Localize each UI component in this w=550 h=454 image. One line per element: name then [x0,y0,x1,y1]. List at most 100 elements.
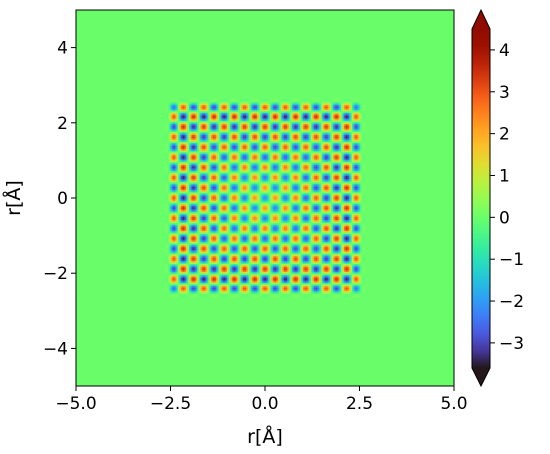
heatmap-cell [176,117,179,120]
heatmap-cell [288,117,291,120]
heatmap-cell [193,149,196,152]
heatmap-cell [279,108,282,111]
heatmap-cell [238,127,240,130]
heatmap-cell [252,139,255,142]
heatmap-cell [345,108,348,111]
heatmap-cell [260,147,263,150]
heatmap-cell [339,105,342,107]
heatmap-cell [326,119,329,122]
heatmap-cell [179,120,182,123]
heatmap-cell [302,144,305,147]
heatmap-cell [350,108,353,111]
heatmap-cell [336,122,339,125]
heatmap-cell [176,114,179,117]
heatmap-cell [220,136,223,139]
heatmap-cell [170,133,172,136]
heatmap-cell [214,135,217,137]
heatmap-cell [268,103,270,106]
heatmap-cell [325,120,327,123]
heatmap-cell [246,139,248,142]
heatmap-cell [295,106,297,109]
heatmap-cell [242,138,245,141]
heatmap-cell [173,147,176,150]
heatmap-cell [301,127,304,130]
heatmap-cell [342,135,345,137]
heatmap-cell [203,116,206,118]
heatmap-cell [234,163,237,166]
heatmap-cell [345,127,348,130]
heatmap-cell [260,124,263,126]
heatmap-cell [185,103,188,106]
heatmap-cell [239,125,242,128]
heatmap-cell [282,142,285,145]
heatmap-cell [220,157,223,159]
heatmap-cell [345,111,348,114]
heatmap-cell [258,119,261,122]
heatmap-cell [287,122,289,125]
heatmap-cell [301,149,304,152]
heatmap-cell [287,114,289,117]
heatmap-cell [203,149,206,152]
heatmap-cell [239,152,242,155]
heatmap-cell [242,128,245,131]
heatmap-cell [206,138,209,141]
heatmap-cell [314,113,316,115]
heatmap-cell [233,98,236,101]
heatmap-cell [358,113,361,115]
heatmap-cell [222,135,225,137]
heatmap-cell [304,105,307,107]
heatmap-cell [290,131,293,134]
heatmap-cell [257,163,259,166]
heatmap-cell [272,164,275,167]
heatmap-cell [171,131,174,134]
heatmap-cell [358,102,361,104]
heatmap-cell [241,120,244,123]
heatmap-cell [241,147,244,150]
heatmap-cell [211,128,214,131]
heatmap-cell [310,147,313,150]
heatmap-cell [298,111,301,114]
heatmap-cell [325,106,327,109]
heatmap-cell [355,130,357,133]
heatmap-cell [176,103,179,106]
heatmap-cell [252,146,255,148]
heatmap-cell [222,150,225,153]
heatmap-cell [280,158,283,161]
heatmap-cell [250,144,253,147]
heatmap-cell [359,157,362,159]
heatmap-cell [212,164,215,167]
heatmap-cell [285,131,288,134]
heatmap-cell [242,100,245,103]
heatmap-cell [261,142,264,145]
heatmap-cell [334,113,337,115]
heatmap-cell [285,163,288,166]
heatmap-cell [291,116,294,118]
heatmap-cell [339,149,342,152]
heatmap-cell [165,108,168,111]
heatmap-cell [253,100,256,103]
heatmap-cell [244,131,247,134]
heatmap-cell [282,150,285,153]
heatmap-cell [276,152,278,155]
heatmap-cell [329,147,332,150]
heatmap-cell [314,147,316,150]
heatmap-cell [293,146,296,148]
heatmap-cell [174,150,177,153]
heatmap-cell [201,147,204,150]
heatmap-cell [217,131,220,134]
heatmap-cell [225,100,228,103]
heatmap-cell [258,150,261,153]
heatmap-cell [170,164,172,167]
heatmap-cell [347,131,350,134]
heatmap-cell [345,146,348,148]
heatmap-cell [363,149,365,152]
heatmap-cell [181,139,183,142]
heatmap-cell [291,163,294,166]
heatmap-cell [252,109,255,112]
heatmap-cell [279,106,282,109]
heatmap-cell [252,153,255,156]
heatmap-cell [178,111,180,114]
heatmap-cell [358,157,361,159]
heatmap-cell [299,139,302,142]
heatmap-cell [215,109,218,112]
